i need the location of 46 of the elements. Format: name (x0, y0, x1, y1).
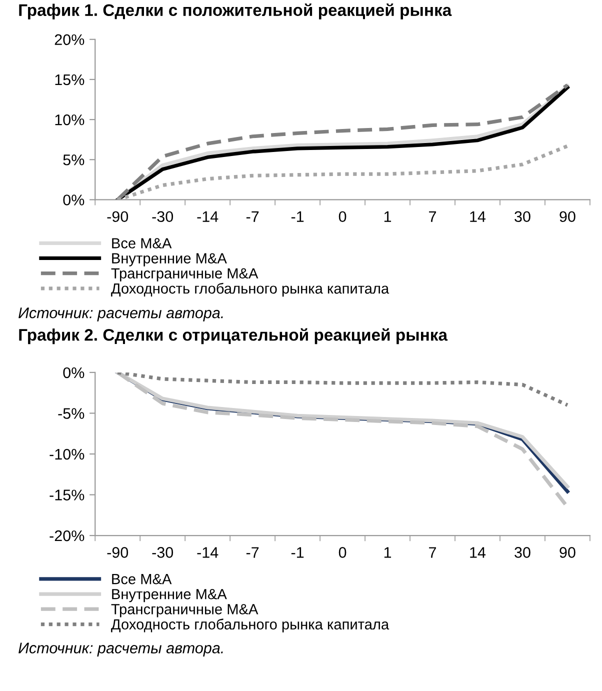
x-tick-label: 7 (429, 211, 436, 222)
y-tick-label: 0% (63, 367, 84, 378)
x-tick-label: -30 (152, 211, 174, 222)
text: Источник: расчеты автора. (18, 642, 223, 656)
y-tick-label: 10% (55, 114, 84, 126)
x-tick-label: -30 (152, 547, 174, 558)
x-tick-label: -14 (197, 211, 218, 222)
x-tick-label: -7 (246, 211, 259, 222)
legend-label: Все M&A (112, 238, 172, 248)
x-tick-label: 7 (429, 547, 436, 558)
x-tick-label: 1 (384, 211, 392, 222)
legend-label: Трансграничные M&A (111, 604, 258, 618)
x-tick-label: -7 (246, 547, 259, 558)
y-tick-label: -20% (50, 530, 84, 542)
x-tick-label: -90 (107, 547, 128, 558)
y-tick-label: -10% (50, 448, 84, 460)
line-series (116, 372, 570, 407)
x-tick-label: 30 (514, 547, 530, 558)
y-tick-label: -15% (50, 490, 84, 500)
x-tick-label: 14 (470, 211, 486, 222)
chart-title: График 1. Сделки с положительной реакцией рынка (19, 3, 452, 20)
x-tick-label: 90 (560, 211, 576, 222)
chart-title: График 2. Сделки с отрицательной реакцией рынка (19, 328, 448, 344)
line-series (116, 144, 570, 200)
text: Источник: расчеты автора. (18, 308, 223, 322)
y-tick-label: 0% (63, 194, 84, 206)
legend-label: Все M&A (112, 574, 172, 584)
legend-label: Внутренние M&A (112, 589, 227, 602)
x-tick-label: 90 (560, 547, 576, 558)
x-tick-label: 14 (470, 547, 486, 558)
legend-label: Доходность глобального рынка капитала (111, 282, 390, 297)
x-tick-label: 30 (514, 211, 530, 222)
x-tick-label: -1 (291, 547, 304, 558)
x-tick-label: -14 (197, 547, 218, 558)
legend-label: Внутренние M&A (112, 253, 227, 266)
legend-label: Доходность глобального рынка капитала (111, 618, 390, 632)
y-tick-label: 20% (54, 34, 84, 46)
x-tick-label: 1 (384, 547, 392, 558)
x-tick-label: -90 (107, 211, 128, 222)
x-tick-label: 0 (338, 211, 346, 222)
y-tick-label: 15% (55, 74, 84, 86)
y-tick-label: 5% (63, 154, 84, 166)
y-tick-label: -5% (58, 408, 84, 419)
x-tick-label: 0 (338, 547, 346, 558)
legend-label: Трансграничные M&A (111, 268, 258, 282)
x-tick-label: -1 (291, 211, 304, 222)
